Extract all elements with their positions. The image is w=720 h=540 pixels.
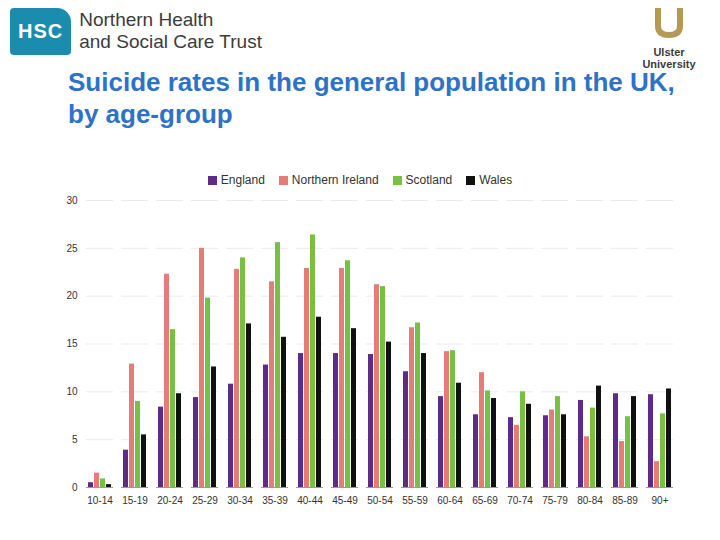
html-text:Wales: Wales	[479, 173, 513, 187]
svg-text:20: 20	[66, 290, 78, 301]
html-text:Suicide rates in the general p: Suicide rates in the general population …	[68, 67, 675, 129]
svg-text:90+: 90+	[652, 495, 669, 506]
svg-text:55-59: 55-59	[402, 495, 428, 506]
svg-text:20-24: 20-24	[157, 495, 183, 506]
html-text:Ulster: Ulster	[653, 46, 685, 58]
svg-text:10: 10	[66, 386, 78, 397]
svg-text:60-64: 60-64	[437, 495, 463, 506]
svg-text:0: 0	[72, 482, 78, 493]
svg-text:75-79: 75-79	[542, 495, 568, 506]
svg-text:10-14: 10-14	[87, 495, 113, 506]
svg-text:25-29: 25-29	[192, 495, 218, 506]
svg-text:45-49: 45-49	[332, 495, 358, 506]
svg-text:70-74: 70-74	[507, 495, 533, 506]
html-text:HSC: HSC	[18, 19, 64, 42]
html-text:Northern Ireland: Northern Ireland	[291, 173, 379, 187]
svg-text:85-89: 85-89	[612, 495, 638, 506]
html-text:Northern Health: Northern Health	[79, 9, 214, 30]
html-text:Scotland: Scotland	[405, 173, 453, 187]
svg-text:30: 30	[66, 195, 78, 206]
svg-text:80-84: 80-84	[577, 495, 603, 506]
svg-text:5: 5	[72, 434, 78, 445]
svg-text:15-19: 15-19	[122, 495, 148, 506]
html-text:University: University	[642, 58, 696, 70]
html-text:England: England	[220, 173, 265, 187]
svg-text:35-39: 35-39	[262, 495, 288, 506]
svg-text:40-44: 40-44	[297, 495, 323, 506]
svg-text:15: 15	[66, 338, 78, 349]
svg-text:30-34: 30-34	[227, 495, 253, 506]
html-text:and Social Care Trust: and Social Care Trust	[79, 31, 262, 52]
svg-text:25: 25	[66, 243, 78, 254]
svg-text:65-69: 65-69	[472, 495, 498, 506]
svg-text:50-54: 50-54	[367, 495, 393, 506]
